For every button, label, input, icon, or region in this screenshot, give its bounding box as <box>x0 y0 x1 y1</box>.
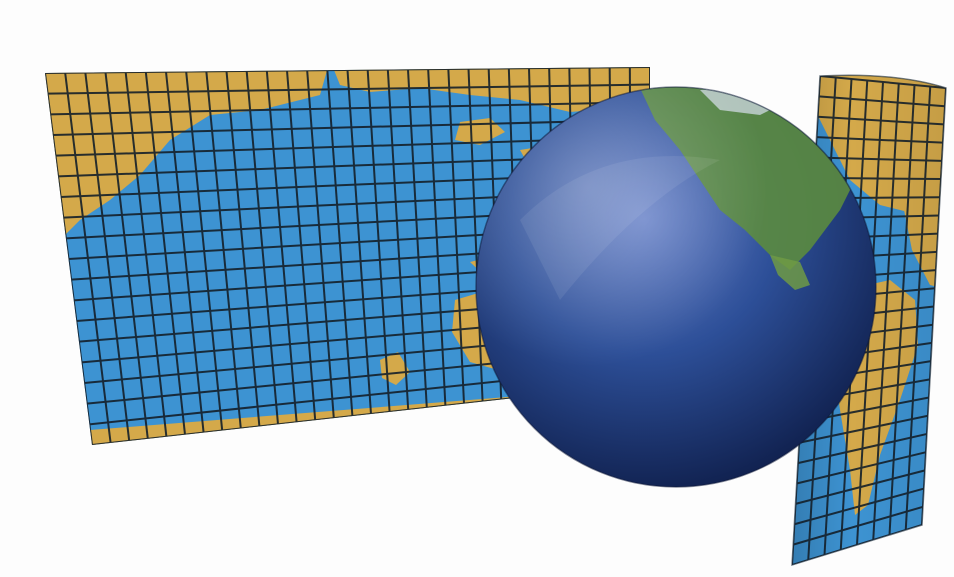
earth-globe <box>475 86 877 488</box>
grid-line <box>794 487 925 526</box>
grid-line <box>45 67 650 74</box>
grid-line <box>818 95 946 108</box>
grid-line <box>47 83 650 95</box>
grid-line <box>817 115 945 126</box>
north-coast-landmass <box>330 67 650 120</box>
grid-line <box>792 505 924 546</box>
grid-line <box>797 432 928 465</box>
grid-line <box>815 156 943 162</box>
globe-outline <box>475 86 877 488</box>
grid-line <box>819 75 946 89</box>
grid-line <box>52 118 650 136</box>
grid-line <box>798 414 929 444</box>
grid-line <box>796 451 927 485</box>
asia-landmass <box>45 67 330 245</box>
globe-highlight <box>476 87 876 487</box>
grid-line <box>816 136 944 144</box>
front-panel-edge <box>791 74 947 567</box>
grid-line <box>50 101 650 116</box>
grid-line <box>795 469 926 505</box>
